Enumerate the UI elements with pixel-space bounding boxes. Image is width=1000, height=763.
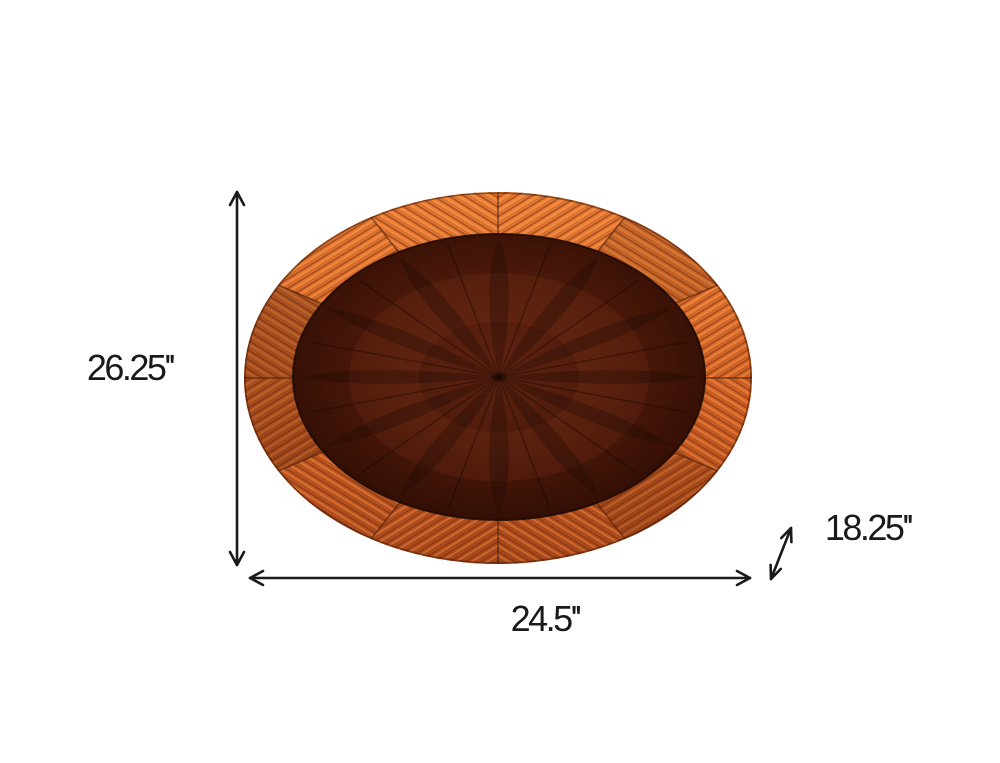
arrowhead-diagonal-up-icon bbox=[779, 526, 793, 544]
arrowhead-left-icon bbox=[248, 569, 265, 587]
depth-dimension bbox=[769, 526, 793, 581]
arrowhead-up-icon bbox=[228, 190, 246, 207]
starburst-veneer bbox=[301, 239, 697, 515]
table-top-image bbox=[244, 192, 752, 564]
depth-dimension-label: 18.25'' bbox=[825, 507, 913, 548]
arrowhead-right-icon bbox=[735, 569, 752, 587]
height-dimension bbox=[228, 190, 246, 567]
arrowhead-diagonal-down-icon bbox=[769, 563, 783, 581]
width-dimension bbox=[248, 569, 752, 587]
arrowhead-down-icon bbox=[228, 550, 246, 567]
starburst-veins bbox=[310, 246, 689, 509]
dimension-annotations: 26.25'' 24.5'' 18.25'' bbox=[87, 190, 915, 639]
rim-outer-edge bbox=[244, 192, 752, 564]
center-point bbox=[496, 375, 502, 379]
dimension-labels: 26.25'' 24.5'' 18.25'' bbox=[87, 347, 915, 639]
width-dimension-label: 24.5'' bbox=[511, 598, 581, 639]
height-dimension-label: 26.25'' bbox=[87, 347, 175, 388]
depth-dimension-line bbox=[769, 526, 793, 581]
